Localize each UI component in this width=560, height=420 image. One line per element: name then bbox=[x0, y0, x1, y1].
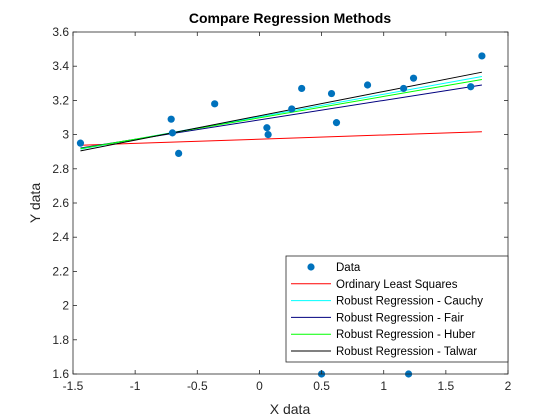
chart-title: Compare Regression Methods bbox=[189, 10, 391, 26]
legend-entry-label: Robust Regression - Huber bbox=[336, 329, 476, 341]
x-axis-ticks: -1.5 -1 -0.5 0 0.5 1 1.5 2 bbox=[63, 32, 512, 393]
legend-box bbox=[285, 255, 509, 363]
data-point bbox=[211, 100, 219, 108]
y-tick-label: 2.4 bbox=[52, 230, 69, 244]
data-point bbox=[363, 81, 372, 89]
x-tick-label: 0 bbox=[256, 379, 263, 393]
legend-marker bbox=[307, 263, 315, 271]
x-tick-label: -1.5 bbox=[63, 379, 84, 393]
legend-entry-label: Ordinary Least Squares bbox=[336, 279, 458, 291]
y-tick-label: 3.2 bbox=[52, 93, 69, 107]
data-point bbox=[409, 74, 418, 82]
y-tick-label: 3 bbox=[62, 128, 69, 142]
data-point bbox=[467, 83, 475, 91]
x-tick-label: 2 bbox=[505, 379, 512, 393]
x-tick-label: 1.5 bbox=[438, 379, 455, 393]
x-tick-label: -1 bbox=[130, 379, 141, 393]
y-tick-label: 2.6 bbox=[52, 196, 69, 210]
data-points bbox=[76, 52, 486, 378]
y-tick-label: 3.4 bbox=[52, 59, 69, 73]
data-point bbox=[76, 139, 85, 147]
legend-entry-label: Robust Regression - Talwar bbox=[336, 346, 477, 358]
y-tick-label: 2.8 bbox=[52, 162, 69, 176]
y-tick-label: 3.6 bbox=[52, 25, 69, 39]
regression-line bbox=[80, 131, 482, 146]
y-axis-ticks: 1.6 1.8 2 2.2 2.4 2.6 2.8 3 3.2 3.4 3.6 bbox=[52, 25, 508, 381]
y-tick-label: 2.2 bbox=[52, 264, 69, 278]
y-tick-label: 2 bbox=[62, 299, 69, 313]
data-point bbox=[175, 149, 183, 158]
x-axis-title: X data bbox=[270, 401, 311, 417]
y-tick-label: 1.8 bbox=[52, 333, 69, 347]
data-point bbox=[168, 129, 177, 137]
data-point bbox=[327, 89, 336, 98]
legend: Data Ordinary Least Squares Robust Regress… bbox=[285, 255, 509, 363]
legend-entry-label: Robust Regression - Cauchy bbox=[336, 296, 483, 308]
legend-entry-label: Data bbox=[336, 262, 361, 274]
data-point bbox=[288, 105, 296, 113]
data-point bbox=[298, 84, 306, 93]
y-tick-label: 1.6 bbox=[52, 367, 69, 381]
x-tick-label: 1 bbox=[380, 379, 387, 393]
data-point bbox=[167, 115, 175, 123]
legend-entry-label: Robust Regression - Fair bbox=[336, 312, 464, 324]
regression-line bbox=[80, 79, 482, 150]
regression-lines bbox=[80, 71, 482, 152]
x-tick-label: -0.5 bbox=[187, 379, 208, 393]
data-point bbox=[400, 84, 408, 93]
y-axis-title: Y data bbox=[27, 183, 43, 223]
data-point bbox=[263, 124, 271, 132]
regression-line bbox=[80, 71, 482, 152]
x-tick-label: 0.5 bbox=[313, 379, 330, 393]
data-point bbox=[332, 119, 341, 127]
data-point bbox=[264, 131, 272, 139]
data-point bbox=[478, 52, 486, 60]
